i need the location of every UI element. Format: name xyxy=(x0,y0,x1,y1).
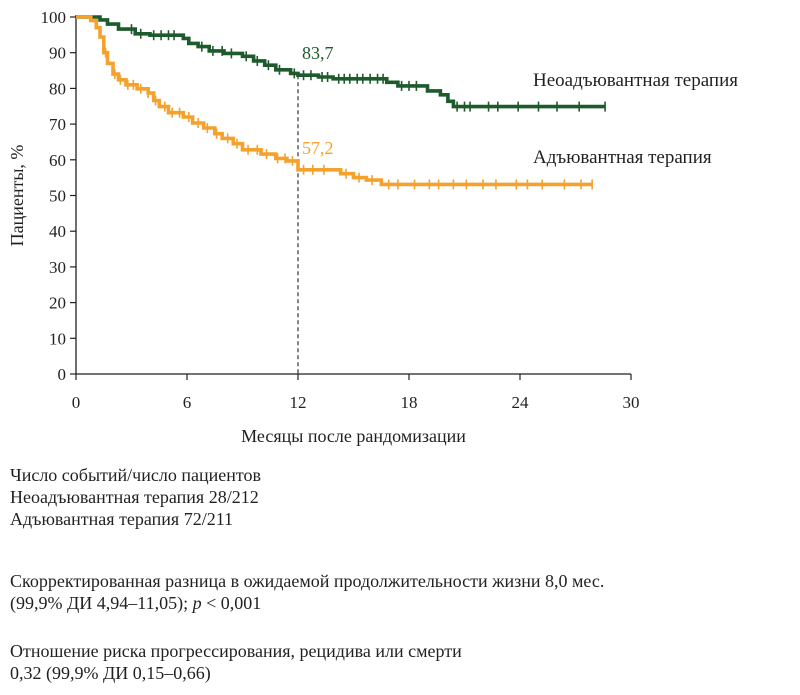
y-tick-label: 0 xyxy=(58,365,67,384)
x-axis-title: Месяцы после рандомизации xyxy=(241,426,466,446)
y-tick-label: 100 xyxy=(41,8,67,27)
y-tick-label: 30 xyxy=(49,258,66,277)
difference-line-2: (99,9% ДИ 4,94–11,05); p < 0,001 xyxy=(10,592,604,614)
y-tick-label: 20 xyxy=(49,294,66,313)
x-tick-label: 0 xyxy=(72,393,81,412)
y-tick-label: 10 xyxy=(49,329,66,348)
hazard-ratio-line-2: 0,32 (99,9% ДИ 0,15–0,66) xyxy=(10,663,211,683)
legend-adjuvant: Адъювантная терапия xyxy=(533,147,712,168)
y-tick-label: 80 xyxy=(49,79,66,98)
events-adjuvant: Адъювантная терапия 72/211 xyxy=(10,509,234,529)
p-value: < 0,001 xyxy=(201,593,262,613)
y-tick-label: 60 xyxy=(49,151,66,170)
event-counts: Число событий/число пациентов Неоадъюван… xyxy=(10,464,261,530)
x-tick-label: 24 xyxy=(512,393,530,412)
curves xyxy=(76,15,606,190)
axes: 0 10 20 30 40 50 60 70 80 90 100 0 6 12 18 24 30 Месяцы п… xyxy=(7,8,640,446)
y-tick-label: 90 xyxy=(49,44,66,63)
hazard-ratio: Отношение риска прогрессирования, рециди… xyxy=(10,640,462,684)
hazard-ratio-line-1: Отношение риска прогрессирования, рециди… xyxy=(10,641,462,661)
series-adjuvant xyxy=(76,15,593,190)
x-tick-label: 30 xyxy=(623,393,640,412)
life-expectancy-difference: Скорректированная разница в ожидаемой пр… xyxy=(10,570,604,614)
y-tick-label: 50 xyxy=(49,187,66,206)
events-neoadjuvant: Неоадъювантная терапия 28/212 xyxy=(10,487,259,507)
series-line-adjuvant xyxy=(76,15,593,187)
y-axis-title: Пациенты, % xyxy=(7,145,27,247)
y-tick-label: 70 xyxy=(49,115,66,134)
series-neoadjuvant xyxy=(76,15,606,112)
difference-line-1: Скорректированная разница в ожидаемой пр… xyxy=(10,571,605,591)
p-symbol: p xyxy=(192,593,202,613)
annotation-adjuvant-12m: 57,2 xyxy=(302,138,334,158)
events-title: Число событий/число пациентов xyxy=(10,465,261,485)
x-tick-label: 6 xyxy=(183,393,192,412)
ci-text: (99,9% ДИ 4,94–11,05); xyxy=(10,593,193,613)
series-line-neoadjuvant xyxy=(76,15,606,109)
chart-labels: 83,7 57,2 Неоадъювантная терапия Адъювантна… xyxy=(302,43,738,168)
survival-chart: 0 10 20 30 40 50 60 70 80 90 100 0 6 12 18 24 30 Месяцы п… xyxy=(7,8,738,446)
x-tick-label: 18 xyxy=(401,393,418,412)
x-tick-label: 12 xyxy=(290,393,307,412)
y-tick-label: 40 xyxy=(49,222,66,241)
legend-neoadjuvant: Неоадъювантная терапия xyxy=(533,70,738,91)
annotation-neoadjuvant-12m: 83,7 xyxy=(302,43,334,63)
